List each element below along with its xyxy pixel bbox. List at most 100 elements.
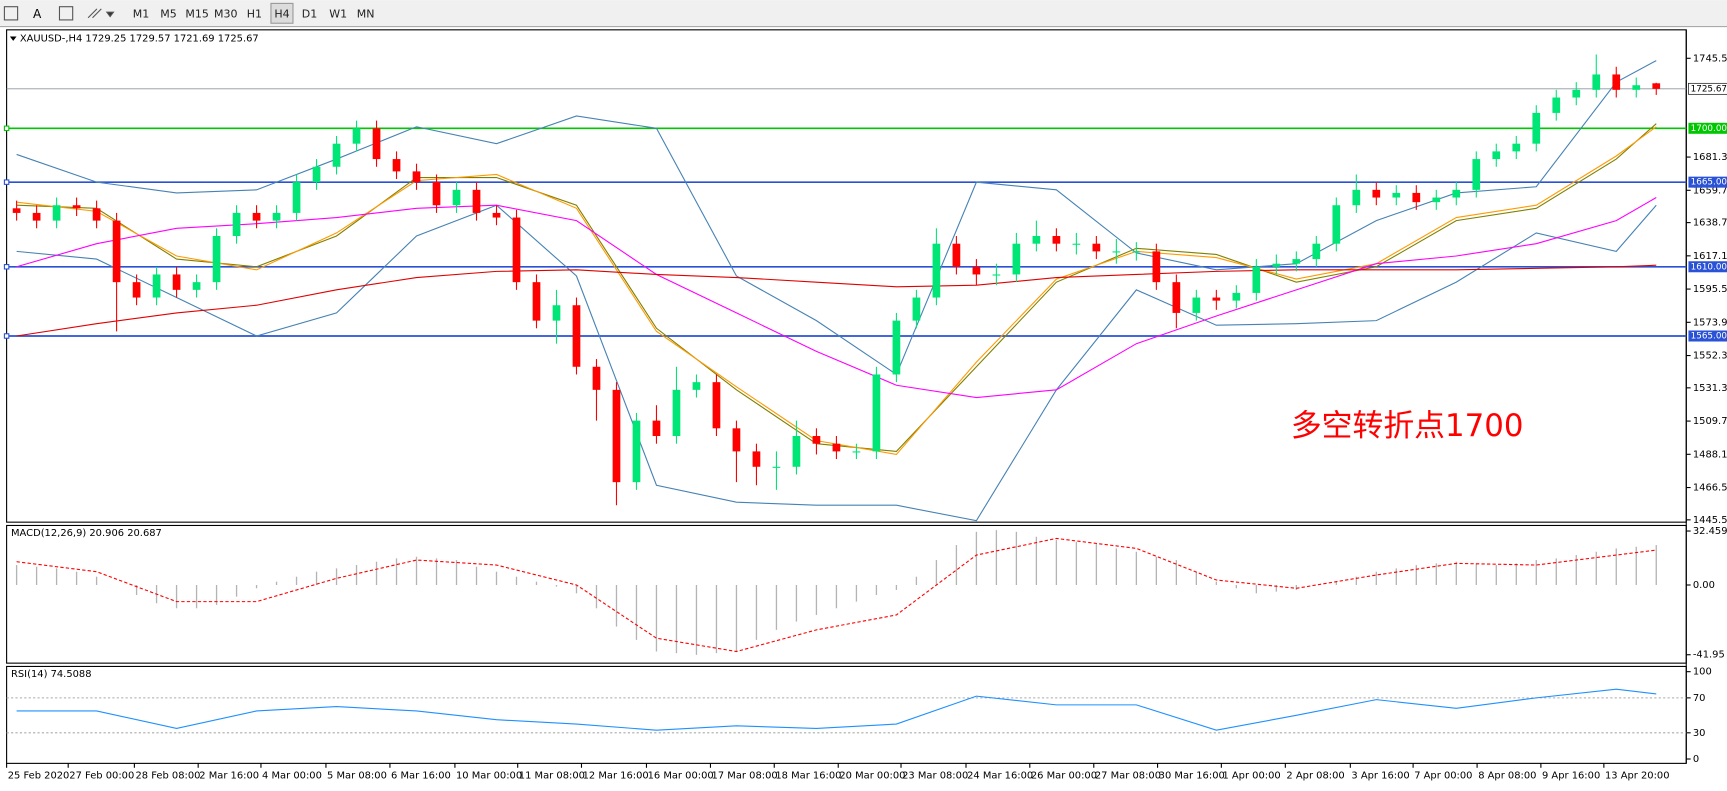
timeframe-button[interactable] xyxy=(270,2,294,24)
timeframe-label[interactable]: H4 xyxy=(274,7,289,20)
candle-body xyxy=(512,217,521,283)
x-tick-label: 4 Mar 00:00 xyxy=(262,770,322,781)
timeframe-label[interactable]: M5 xyxy=(160,7,177,20)
level-tag xyxy=(1688,330,1727,342)
candle-body xyxy=(1232,292,1241,301)
candle-body xyxy=(1052,235,1061,244)
candle-body xyxy=(1272,263,1281,267)
candle-body xyxy=(652,420,661,437)
shapes-tool[interactable] xyxy=(87,8,102,19)
x-tick-label: 28 Feb 08:00 xyxy=(135,770,200,781)
candle-body xyxy=(252,212,261,221)
candle-body xyxy=(32,212,41,221)
candle-body xyxy=(992,274,1001,276)
candle-body xyxy=(912,297,921,321)
crosshair-tool[interactable] xyxy=(3,6,19,21)
y-tick-label: 1745.50 xyxy=(1693,53,1727,64)
candle-body xyxy=(1572,89,1581,98)
candle-body xyxy=(632,420,641,483)
x-tick-label: 17 Mar 08:00 xyxy=(712,770,778,781)
candle-body xyxy=(832,443,841,452)
macd-panel xyxy=(6,524,1687,664)
level-label: 1565.00 xyxy=(1691,332,1727,342)
candle-body xyxy=(932,243,941,298)
candle-body xyxy=(92,208,101,221)
candle-body xyxy=(412,171,421,183)
candle-body xyxy=(1072,243,1081,245)
candle-body xyxy=(672,389,681,437)
candle-body xyxy=(972,266,981,275)
y-tick-label: 100 xyxy=(1693,667,1712,678)
indicator-line xyxy=(16,123,1657,452)
y-tick-label: 32.459 xyxy=(1693,526,1727,537)
candle-body xyxy=(192,282,201,290)
candle-body xyxy=(852,451,861,453)
candle-body xyxy=(52,205,61,221)
candle-body xyxy=(1192,297,1201,313)
y-tick-label: 30 xyxy=(1693,728,1706,739)
timeframe-label[interactable]: M1 xyxy=(133,7,150,20)
level-tag xyxy=(1688,261,1727,273)
y-tick-label: 0 xyxy=(1693,754,1699,765)
timeframe-label[interactable]: H1 xyxy=(247,7,262,20)
timeframe-label[interactable]: W1 xyxy=(329,7,347,20)
candle-body xyxy=(272,212,281,221)
annotation: 多空转折点1700 xyxy=(1291,408,1524,444)
x-tick-label: 25 Feb 2020 xyxy=(8,770,70,781)
y-tick-label: 1681.30 xyxy=(1693,152,1727,163)
candle-body xyxy=(12,208,21,213)
label-tool[interactable] xyxy=(58,6,74,21)
level-label: 1610.00 xyxy=(1691,262,1727,272)
candle-body xyxy=(1132,251,1141,253)
indicator-line xyxy=(16,126,1657,456)
x-tick-label: 11 Mar 08:00 xyxy=(519,770,585,781)
y-tick-label: 1531.30 xyxy=(1693,383,1727,394)
candle-body xyxy=(132,282,141,298)
candle-body xyxy=(1012,243,1021,275)
candle-body xyxy=(352,128,361,144)
candle-body xyxy=(1512,143,1521,152)
candle-body xyxy=(172,274,181,290)
candle-body xyxy=(532,282,541,321)
candle-body xyxy=(1492,151,1501,160)
candle-body xyxy=(1212,297,1221,301)
candle-body xyxy=(332,143,341,167)
price-panel xyxy=(6,29,1687,523)
candle-body xyxy=(792,436,801,467)
timeframe-label[interactable]: M30 xyxy=(214,7,238,20)
level-handle xyxy=(3,264,10,270)
candle-body xyxy=(492,212,501,218)
candle-body xyxy=(72,205,81,209)
x-tick-label: 2 Mar 16:00 xyxy=(199,770,259,781)
timeframe-label[interactable]: D1 xyxy=(302,7,317,20)
y-tick-label: 1659.70 xyxy=(1693,185,1727,196)
level-handle xyxy=(3,179,10,185)
candle-body xyxy=(1532,112,1541,144)
timeframe-label[interactable]: M15 xyxy=(185,7,209,20)
timeframe-label[interactable]: MN xyxy=(357,7,375,20)
x-tick-label: 20 Mar 00:00 xyxy=(839,770,905,781)
candle-body xyxy=(1352,189,1361,206)
candle-body xyxy=(812,436,821,444)
candle-body xyxy=(1312,243,1321,260)
dropdown[interactable] xyxy=(105,11,115,18)
candle-body xyxy=(692,382,701,390)
text-tool[interactable]: A xyxy=(33,7,42,21)
last-price-label: 1725.67 xyxy=(1691,84,1727,94)
macd-signal xyxy=(16,537,1657,653)
y-tick-label: 1573.90 xyxy=(1693,317,1727,328)
title-marker xyxy=(9,36,17,41)
x-tick-label: 27 Feb 00:00 xyxy=(69,770,134,781)
candle-body xyxy=(1392,192,1401,198)
x-tick-label: 24 Mar 16:00 xyxy=(967,770,1033,781)
candle-body xyxy=(712,382,721,429)
level-tag xyxy=(1688,176,1727,188)
x-tick-label: 5 Mar 08:00 xyxy=(327,770,387,781)
rsi-panel xyxy=(6,665,1687,764)
last-price-tag xyxy=(1688,82,1727,95)
x-tick-label: 2 Apr 08:00 xyxy=(1286,770,1344,781)
x-tick-label: 7 Apr 00:00 xyxy=(1414,770,1472,781)
y-tick-label: 1595.50 xyxy=(1693,284,1727,295)
indicator-line xyxy=(16,60,1657,376)
